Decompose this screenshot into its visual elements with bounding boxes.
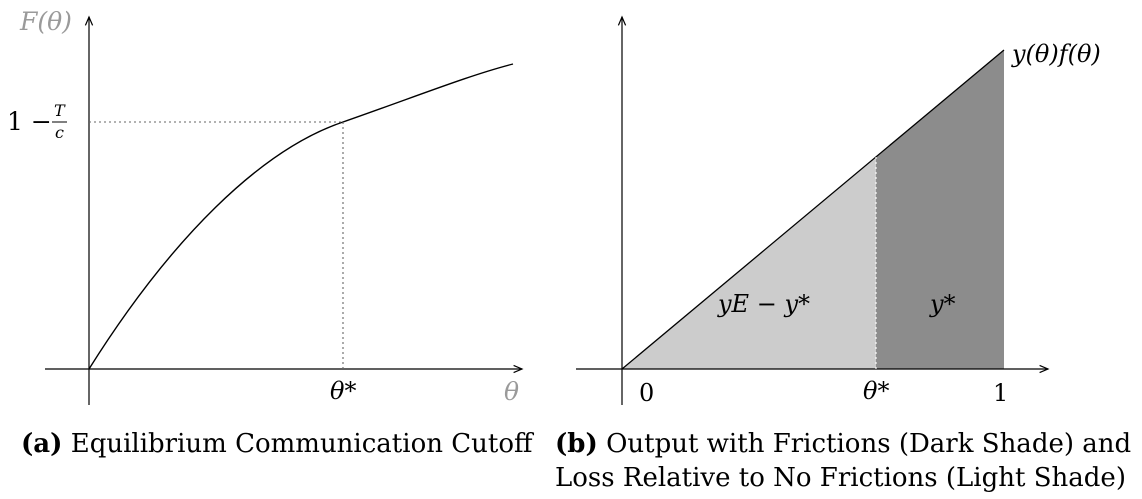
panel-b-x-tick-theta-star: θ* bbox=[863, 377, 889, 405]
panel-b-caption-line1-text: Output with Frictions (Dark Shade) and bbox=[606, 429, 1132, 459]
panel-a-caption: (a) Equilibrium Communication Cutoff bbox=[21, 427, 532, 461]
panel-a-y-axis-label: F(θ) bbox=[19, 7, 72, 36]
y-tick-fraction-numerator: T bbox=[54, 101, 66, 120]
y-tick-prefix: 1 − bbox=[7, 107, 52, 136]
panel-a-x-axis-label: θ bbox=[504, 377, 519, 406]
panel-b-diagram: y(θ)f(θ) yE − y* y* 0 θ* 1 bbox=[576, 15, 1101, 407]
dark-shade-region bbox=[876, 50, 1004, 369]
light-region-label-text: yE − y* bbox=[717, 290, 810, 318]
panel-a-x-tick-theta-star: θ* bbox=[330, 377, 356, 405]
y-tick-fraction-denominator: c bbox=[55, 123, 64, 142]
panel-b-caption-line1: (b) Output with Frictions (Dark Shade) a… bbox=[555, 427, 1131, 461]
panel-b-x-tick-zero: 0 bbox=[639, 379, 654, 407]
panel-a-diagram: F(θ) θ 1 − T c θ* bbox=[7, 7, 524, 406]
dark-region-label: y* bbox=[929, 290, 956, 318]
panel-b-caption: (b) Output with Frictions (Dark Shade) a… bbox=[555, 427, 1131, 495]
cdf-curve bbox=[88, 63, 514, 370]
output-line bbox=[621, 49, 1005, 370]
light-region-label: yE − y* bbox=[717, 290, 810, 318]
panel-b-x-tick-one: 1 bbox=[993, 379, 1008, 407]
output-curve-label: y(θ)f(θ) bbox=[1011, 40, 1101, 68]
panel-a-caption-text: Equilibrium Communication Cutoff bbox=[70, 429, 533, 459]
panel-b-caption-tag: (b) bbox=[555, 429, 598, 459]
panel-b-caption-line2: Loss Relative to No Frictions (Light Sha… bbox=[555, 463, 1126, 493]
panel-a-caption-tag: (a) bbox=[21, 429, 63, 459]
